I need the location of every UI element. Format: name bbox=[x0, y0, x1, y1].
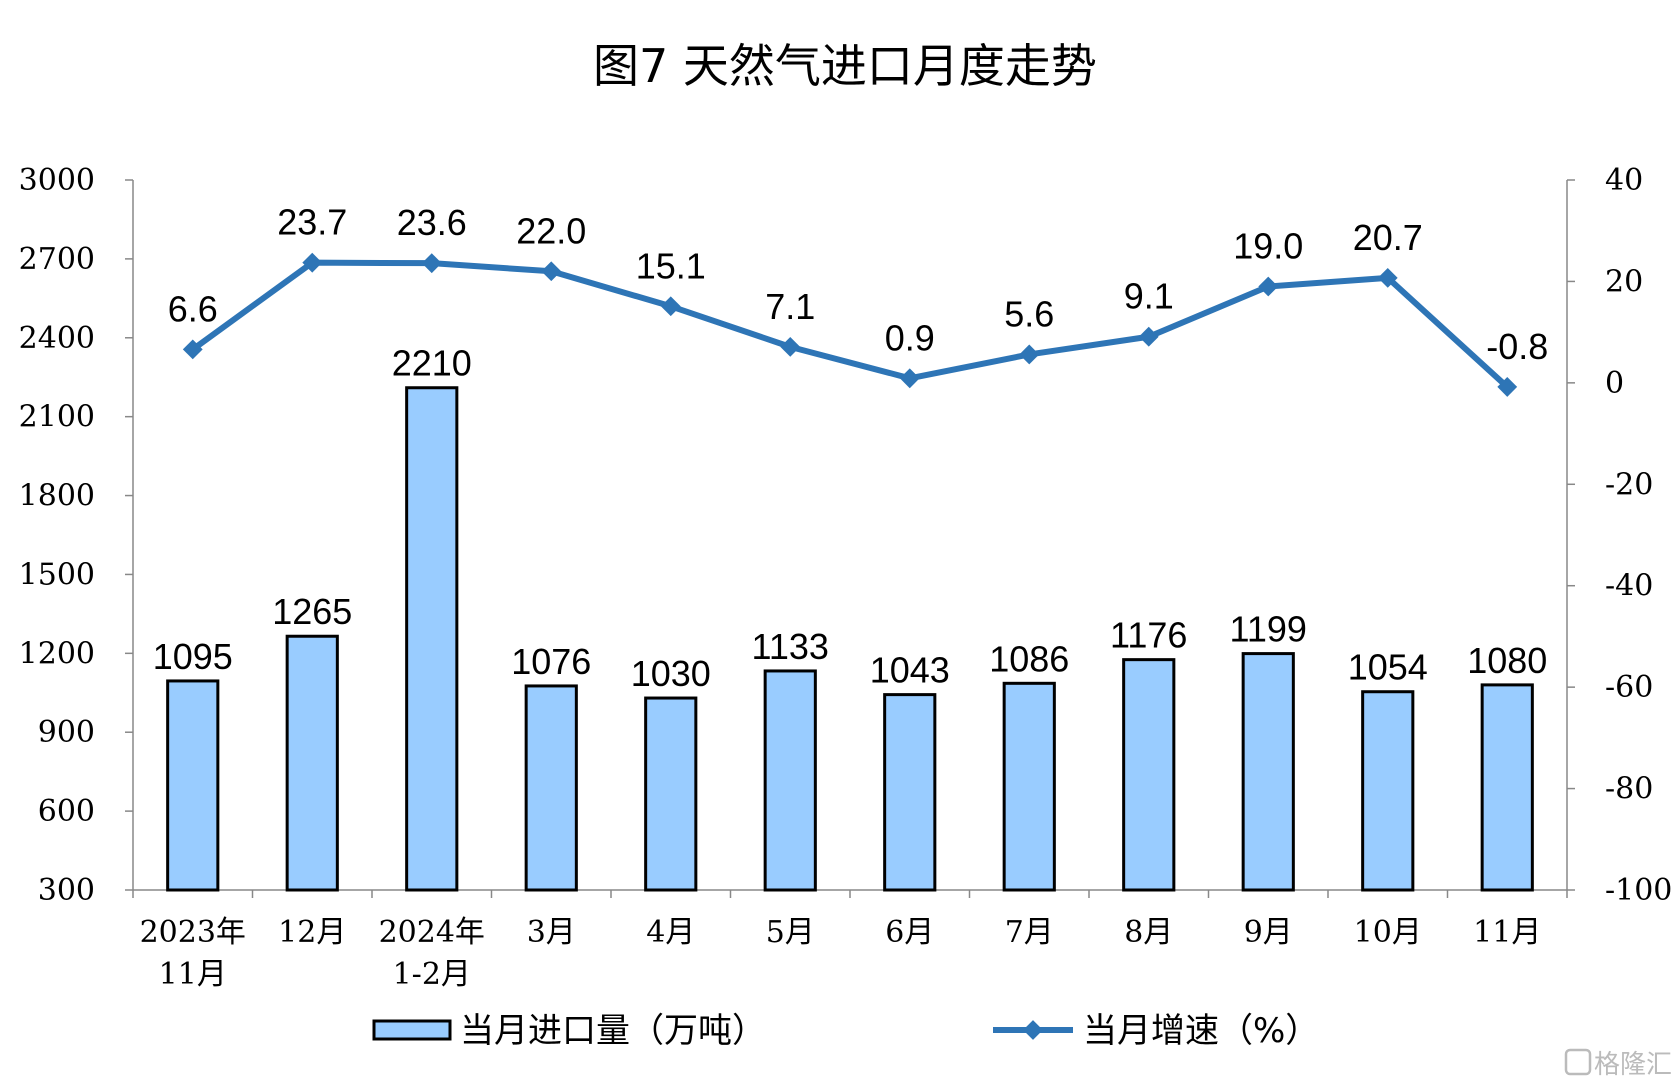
left-tick-label: 1800 bbox=[19, 479, 95, 514]
legend-line-marker bbox=[1023, 1020, 1043, 1040]
line-point-marker bbox=[1019, 344, 1040, 365]
line-point-marker bbox=[780, 336, 801, 357]
x-tick-label: 4月 bbox=[646, 915, 695, 950]
bar-value-label: 1265 bbox=[272, 591, 352, 632]
line-point-marker bbox=[1377, 267, 1398, 288]
left-axis-ticks: 300 600 900 1200 1500 1800 2100 2400 2700 3000 bbox=[19, 163, 133, 908]
left-tick-label: 300 bbox=[38, 873, 95, 908]
line-value-label: 23.7 bbox=[277, 202, 347, 243]
x-tick-label: 10月 bbox=[1354, 915, 1422, 950]
line-value-label: 19.0 bbox=[1233, 226, 1303, 267]
bar-value-label: 1054 bbox=[1348, 647, 1428, 688]
watermark: 格隆汇 bbox=[1564, 1048, 1672, 1080]
line-series bbox=[182, 252, 1518, 397]
bar bbox=[644, 696, 698, 892]
x-tick-label: 12月 bbox=[278, 915, 346, 950]
line-value-label: 15.1 bbox=[636, 245, 706, 286]
bar-value-label: 1176 bbox=[1110, 615, 1187, 656]
bar-series bbox=[166, 386, 1534, 892]
line-value-label: 5.6 bbox=[1004, 293, 1054, 334]
right-tick-label: -80 bbox=[1605, 772, 1653, 807]
line-point-marker bbox=[1258, 276, 1279, 297]
bar bbox=[883, 693, 937, 892]
left-tick-label: 2700 bbox=[19, 242, 95, 277]
line-value-label: 20.7 bbox=[1353, 217, 1423, 258]
bar bbox=[1002, 681, 1056, 892]
line-value-label: -0.8 bbox=[1486, 326, 1548, 367]
left-tick-label: 900 bbox=[38, 715, 95, 750]
line-value-label: 6.6 bbox=[168, 288, 218, 329]
bar-value-label: 1095 bbox=[153, 636, 233, 677]
right-tick-label: -60 bbox=[1605, 670, 1653, 705]
left-tick-label: 1500 bbox=[19, 557, 95, 592]
bar-value-label: 1030 bbox=[631, 653, 711, 694]
bar-value-label: 1080 bbox=[1467, 640, 1547, 681]
x-tick-label: 2024年 bbox=[379, 915, 485, 950]
bar-value-label: 1199 bbox=[1230, 609, 1307, 650]
watermark-text: 格隆汇 bbox=[1594, 1050, 1672, 1080]
bar-value-label: 1133 bbox=[752, 626, 829, 667]
x-tick-label: 2023年 bbox=[140, 915, 246, 950]
line-value-label: 0.9 bbox=[885, 317, 935, 358]
right-tick-label: 0 bbox=[1605, 366, 1624, 401]
bar-value-label: 1086 bbox=[989, 638, 1069, 679]
line-value-label: 9.1 bbox=[1124, 276, 1174, 317]
watermark-logo-icon bbox=[1564, 1048, 1592, 1076]
chart-title: 图7 天然气进口月度走势 bbox=[593, 39, 1097, 93]
bar bbox=[1241, 652, 1295, 892]
bar bbox=[1122, 658, 1176, 892]
x-tick-label: 11月 bbox=[1473, 915, 1541, 950]
legend-line-label: 当月增速（%） bbox=[1083, 1011, 1319, 1051]
legend-bar-label: 当月进口量（万吨） bbox=[460, 1011, 766, 1051]
x-tick-label: 5月 bbox=[766, 915, 815, 950]
line-labels: 6.6 23.7 23.6 22.0 15.1 7.1 0.9 5.6 9.1 19.0 20.7 -… bbox=[168, 202, 1549, 367]
x-tick-label: 7月 bbox=[1005, 915, 1054, 950]
bar-labels: 1095 1265 2210 1076 1030 1133 1043 1086 1176 1199… bbox=[153, 343, 1548, 694]
x-axis-ticks: 2023年 11月 12月 2024年 1-2月 3月 4月 5月 6月 7月 8月 9月 10月 11月 bbox=[132, 890, 1568, 992]
line-point-marker bbox=[660, 296, 681, 317]
legend: 当月进口量（万吨） 当月增速（%） bbox=[372, 1011, 1319, 1051]
bar-value-label: 1043 bbox=[870, 650, 950, 691]
right-axis-ticks: -100 -80 -60 -40 -20 0 20 40 bbox=[1567, 163, 1672, 908]
line-point-marker bbox=[1497, 377, 1518, 397]
right-tick-label: -100 bbox=[1605, 873, 1672, 908]
left-tick-label: 3000 bbox=[19, 163, 95, 198]
legend-bar-swatch bbox=[372, 1019, 452, 1041]
bar bbox=[1361, 690, 1415, 892]
right-tick-label: -40 bbox=[1605, 569, 1653, 604]
growth-line bbox=[190, 259, 1510, 390]
left-tick-label: 2400 bbox=[19, 321, 95, 356]
line-value-label: 22.0 bbox=[516, 210, 586, 251]
line-point-marker bbox=[541, 261, 562, 282]
right-tick-label: 40 bbox=[1605, 163, 1643, 198]
line-point-marker bbox=[302, 252, 323, 273]
line-value-label: 7.1 bbox=[765, 286, 815, 327]
right-tick-label: -20 bbox=[1605, 467, 1653, 502]
x-tick-label: 1-2月 bbox=[393, 957, 471, 992]
x-tick-label: 3月 bbox=[527, 915, 576, 950]
left-tick-label: 1200 bbox=[19, 636, 95, 671]
line-point-marker bbox=[182, 339, 203, 360]
bar bbox=[285, 634, 339, 892]
x-tick-label: 11月 bbox=[159, 957, 227, 992]
line-point-marker bbox=[421, 253, 442, 274]
bar-value-label: 2210 bbox=[392, 343, 472, 384]
line-value-label: 23.6 bbox=[397, 202, 467, 243]
bar bbox=[405, 386, 459, 892]
line-point-marker bbox=[1138, 326, 1159, 347]
bar bbox=[763, 669, 817, 892]
bar bbox=[1480, 683, 1534, 892]
bar-value-label: 1076 bbox=[511, 641, 591, 682]
bar bbox=[524, 684, 578, 892]
bar bbox=[166, 679, 220, 892]
line-point-marker bbox=[899, 368, 920, 389]
x-tick-label: 9月 bbox=[1244, 915, 1293, 950]
left-tick-label: 2100 bbox=[19, 400, 95, 435]
left-tick-label: 600 bbox=[38, 794, 95, 829]
plot-area: 300 600 900 1200 1500 1800 2100 2400 2700 3000 -1… bbox=[19, 163, 1673, 992]
right-tick-label: 20 bbox=[1605, 264, 1643, 299]
x-tick-label: 6月 bbox=[885, 915, 934, 950]
x-tick-label: 8月 bbox=[1124, 915, 1173, 950]
